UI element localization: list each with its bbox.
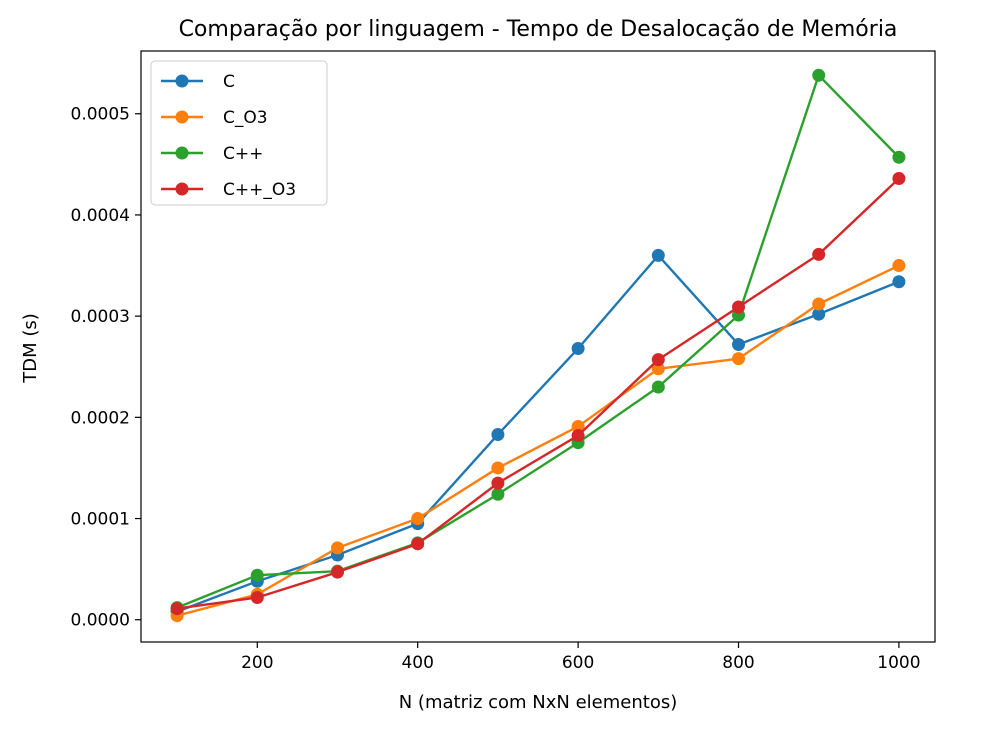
legend-label-cplusplus-o3: C++_O3 bbox=[223, 180, 296, 200]
data-point-c bbox=[651, 248, 665, 262]
data-point-cplusplus bbox=[250, 568, 264, 582]
data-point-c-o3 bbox=[651, 362, 665, 376]
axes-frame bbox=[140, 50, 936, 643]
data-point-cplusplus-o3 bbox=[491, 476, 505, 490]
data-point-cplusplus bbox=[892, 150, 906, 164]
legend-label-c-o3: C_O3 bbox=[223, 108, 268, 128]
data-point-cplusplus-o3 bbox=[651, 353, 665, 367]
x-tick-label: 1000 bbox=[877, 653, 920, 673]
x-axis-label: N (matriz com NxN elementos) bbox=[399, 692, 678, 713]
legend-marker-c bbox=[175, 74, 189, 88]
chart-title: Comparação por linguagem - Tempo de Desa… bbox=[179, 17, 898, 42]
data-point-c bbox=[491, 428, 505, 442]
data-point-cplusplus-o3 bbox=[330, 565, 344, 579]
x-tick-label: 600 bbox=[562, 653, 594, 673]
y-tick-label: 0.0005 bbox=[71, 105, 130, 125]
x-tick-label: 400 bbox=[401, 653, 433, 673]
data-point-cplusplus-o3 bbox=[250, 590, 264, 604]
y-tick-label: 0.0002 bbox=[71, 408, 130, 428]
data-point-cplusplus-o3 bbox=[732, 300, 746, 314]
series-line-c bbox=[176, 254, 900, 613]
y-axis-label: TDM (s) bbox=[20, 313, 41, 384]
y-tick-label: 0.0004 bbox=[71, 206, 130, 226]
data-point-c bbox=[571, 342, 585, 356]
y-tick-label: 0.0001 bbox=[71, 510, 130, 530]
data-point-c-o3 bbox=[330, 541, 344, 555]
legend-label-cplusplus: C++ bbox=[223, 144, 263, 164]
legend-box bbox=[150, 60, 328, 206]
x-tick-label: 200 bbox=[241, 653, 273, 673]
plot-area: 200 400 600 800 1000 0.0000 0.0001 0.0002 0.0003… bbox=[71, 50, 936, 673]
y-tick-label: 0.0000 bbox=[71, 611, 130, 631]
data-point-cplusplus-o3 bbox=[571, 429, 585, 443]
data-point-c-o3 bbox=[411, 512, 425, 526]
data-point-c-o3 bbox=[571, 419, 585, 433]
data-point-c-o3 bbox=[491, 461, 505, 475]
data-point-cplusplus bbox=[812, 68, 826, 82]
data-point-cplusplus-o3 bbox=[812, 247, 826, 261]
legend-marker-cplusplus-o3 bbox=[175, 182, 189, 196]
x-tick-label: 800 bbox=[722, 653, 754, 673]
legend-marker-c-o3 bbox=[175, 110, 189, 124]
data-point-c-o3 bbox=[892, 259, 906, 273]
series-line-c-o3 bbox=[176, 264, 900, 617]
data-point-c bbox=[812, 307, 826, 321]
series-line-cplusplus-o3 bbox=[176, 177, 900, 610]
data-point-cplusplus bbox=[651, 380, 665, 394]
data-point-cplusplus-o3 bbox=[170, 602, 184, 616]
series-line-cplusplus bbox=[176, 74, 900, 609]
data-point-cplusplus-o3 bbox=[892, 172, 906, 186]
data-point-c bbox=[892, 275, 906, 289]
data-point-cplusplus bbox=[491, 487, 505, 501]
legend-marker-cplusplus bbox=[175, 146, 189, 160]
data-point-cplusplus-o3 bbox=[411, 537, 425, 551]
data-point-c bbox=[732, 337, 746, 351]
data-point-c-o3 bbox=[732, 352, 746, 366]
data-point-c-o3 bbox=[812, 297, 826, 311]
y-tick-label: 0.0003 bbox=[71, 307, 130, 327]
legend-label-c: C bbox=[223, 72, 235, 92]
